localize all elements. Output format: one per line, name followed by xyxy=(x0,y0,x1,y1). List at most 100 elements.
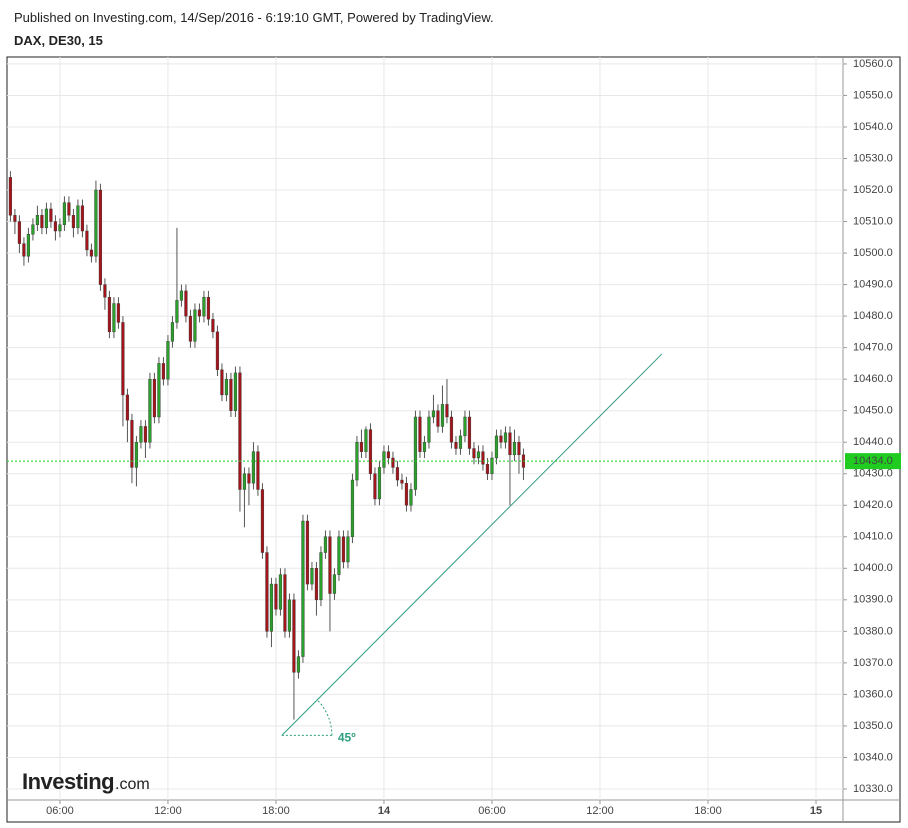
candle-body xyxy=(35,215,40,225)
candle-body xyxy=(67,202,71,216)
candle-body xyxy=(166,341,170,380)
candle-body xyxy=(49,208,53,222)
candle-body xyxy=(337,536,341,575)
candle-body xyxy=(418,416,422,452)
y-tick-label: 10440.0 xyxy=(853,436,893,448)
candle-body xyxy=(206,297,211,320)
candle-body xyxy=(314,568,319,601)
candle-body xyxy=(391,457,395,468)
candle-body xyxy=(490,457,494,474)
candle-body xyxy=(305,520,310,585)
candle-body xyxy=(179,290,184,301)
candle-body xyxy=(458,435,463,449)
logo-suffix: .com xyxy=(115,776,150,793)
candle-body xyxy=(247,473,251,484)
candle-body xyxy=(445,404,449,418)
y-tick-label: 10540.0 xyxy=(853,121,893,133)
candle-body xyxy=(13,215,17,222)
symbol-label: DAX, DE30, 15 xyxy=(14,33,103,48)
candle-body xyxy=(287,599,292,632)
candle-body xyxy=(346,536,350,563)
candle-body xyxy=(436,410,440,427)
frame xyxy=(6,56,901,823)
candle-body xyxy=(449,416,454,443)
y-tick-label: 10390.0 xyxy=(853,594,893,606)
candle-body xyxy=(188,315,193,342)
y-tick-label: 10530.0 xyxy=(853,152,893,164)
candle-body xyxy=(130,419,134,468)
y-tick-label: 10550.0 xyxy=(853,89,893,101)
candle-body xyxy=(125,394,130,421)
x-tick-label: 18:00 xyxy=(262,805,290,817)
candle-body xyxy=(440,404,445,427)
y-tick-label: 10340.0 xyxy=(853,751,893,763)
candle-body xyxy=(58,224,62,232)
candle-body xyxy=(121,322,125,396)
candle-body xyxy=(224,378,229,396)
candle-body xyxy=(454,442,458,449)
candle-body xyxy=(8,177,13,216)
candle-body xyxy=(382,451,386,468)
candle-body xyxy=(359,442,364,452)
candle-body xyxy=(161,363,166,380)
x-tick-label: 12:00 xyxy=(154,805,182,817)
y-tick-label: 10480.0 xyxy=(853,310,893,322)
candle-body xyxy=(103,284,107,298)
last-price-label: 10434.0 xyxy=(853,455,893,467)
candle-body xyxy=(422,442,427,452)
candle-body xyxy=(80,205,85,232)
y-tick-label: 10400.0 xyxy=(853,562,893,574)
candle-body xyxy=(395,467,400,481)
y-tick-label: 10410.0 xyxy=(853,531,893,543)
y-tick-label: 10360.0 xyxy=(853,688,893,700)
candle-body xyxy=(512,442,517,456)
candle-body xyxy=(256,451,260,490)
y-tick-label: 10470.0 xyxy=(853,342,893,354)
candle-body xyxy=(112,303,116,333)
y-tick-label: 10460.0 xyxy=(853,373,893,385)
candle-body xyxy=(40,215,44,229)
candle-body xyxy=(404,482,409,506)
y-tick-label: 10510.0 xyxy=(853,215,893,227)
trend-line xyxy=(281,353,663,736)
candle-body xyxy=(463,416,467,437)
candle-body xyxy=(197,309,202,317)
candle-body xyxy=(350,479,355,537)
y-tick-label: 10350.0 xyxy=(853,720,893,732)
angle-arc xyxy=(316,699,333,736)
candle-body xyxy=(283,574,287,632)
candle-body xyxy=(472,448,476,459)
candle-body xyxy=(134,442,139,468)
y-tick-label: 10520.0 xyxy=(853,184,893,196)
y-tick-label: 10560.0 xyxy=(853,58,893,70)
x-tick-label: 14 xyxy=(378,805,391,817)
last-price-box xyxy=(845,453,901,470)
candle-body xyxy=(341,536,346,563)
candle-body xyxy=(71,215,76,229)
candle-body xyxy=(157,363,161,418)
y-tick-label: 10430.0 xyxy=(853,468,893,480)
candle-body xyxy=(499,435,503,443)
candle-body xyxy=(170,322,175,342)
candle-body xyxy=(476,451,481,459)
candle-body xyxy=(485,464,490,474)
y-tick-label: 10450.0 xyxy=(853,405,893,417)
candle-body xyxy=(427,416,431,443)
candle-body xyxy=(53,221,58,232)
candle-body xyxy=(44,208,49,229)
candle-body xyxy=(31,224,35,235)
candle-body xyxy=(400,479,404,484)
candle-body xyxy=(116,303,121,323)
candle-body xyxy=(301,520,305,657)
logo-brand: Investing xyxy=(22,769,114,794)
candle-body xyxy=(364,429,368,452)
candle-body xyxy=(89,249,94,257)
candle-body xyxy=(202,297,206,317)
x-tick-label: 15 xyxy=(810,805,822,817)
candle-body xyxy=(62,202,67,225)
candle-body xyxy=(332,574,337,594)
x-tick-label: 12:00 xyxy=(586,805,614,817)
candle-body xyxy=(319,552,323,601)
candle-body xyxy=(494,435,499,459)
